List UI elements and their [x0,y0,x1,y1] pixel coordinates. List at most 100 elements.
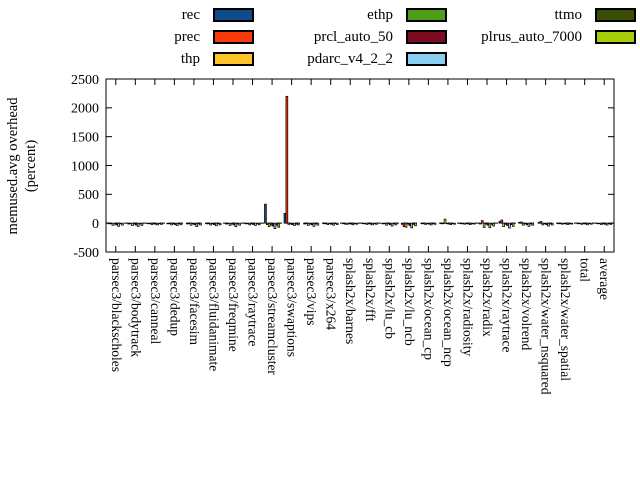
bar [121,222,124,226]
legend-item-ethp: ethp [254,4,447,26]
legend-swatch-prcl_auto_50 [406,30,447,44]
y-tick-label: 2000 [71,102,99,117]
x-category-label: parsec3/facesim [187,258,202,345]
legend-item-plrus_auto_7000: plrus_auto_7000 [447,26,636,48]
bar [488,222,492,229]
x-category-label: parsec3/swaptions [285,258,300,357]
y-tick-label: 0 [92,217,99,232]
bar [479,222,482,225]
legend-swatch-plrus_auto_7000 [595,30,636,44]
bar [273,222,277,229]
bar [332,222,335,226]
bar [264,203,267,224]
bar [539,221,543,224]
x-category-label: parsec3/vips [304,258,319,325]
x-category-label: splash2x/radiosity [460,258,475,356]
x-category-label: average [597,258,612,300]
bar [131,222,134,226]
bar [234,222,238,228]
bar [277,222,281,228]
bar [480,220,484,224]
bar [550,222,554,226]
bar [140,222,144,226]
x-category-label: splash2x/water_spatial [558,258,573,381]
bar [394,222,398,226]
bar [453,222,456,225]
x-category-label: splash2x/water_nsquared [539,258,554,395]
x-category-label: splash2x/ocean_cp [421,258,436,360]
x-category-label: splash2x/lu_cb [382,258,397,339]
bar [527,222,531,227]
bar [410,222,413,229]
x-category-label: parsec3/streamcluster [265,258,280,375]
bar [136,222,140,227]
y-tick-label: 2500 [71,73,99,88]
x-category-label: parsec3/bodytrack [128,258,143,357]
bar [472,222,476,225]
bar [511,222,515,227]
bar [508,222,511,229]
legend-item-rec: rec [0,4,254,26]
bar [375,222,378,225]
chart-legend: rec ethp ttmo prec prcl_auto_50 plrus_auto_70… [0,4,640,70]
x-category-label: splash2x/volrend [519,258,534,350]
bar [502,222,505,227]
bar [238,222,241,226]
plot-area: -500 0 500 1000 1500 2000 2500 parsec3/blacksch… [71,73,615,395]
bar [500,219,504,224]
legend-swatch-thp [213,52,254,66]
bar [443,218,447,224]
x-category-label: splash2x/raytrace [500,258,515,352]
bar [355,222,359,225]
x-category-label: total [578,258,593,282]
legend-item-pdarc_v4_2_2: pdarc_v4_2_2 [254,48,447,70]
bar [336,222,339,225]
bar [285,95,289,224]
bar [590,222,593,225]
legend-label-thp: thp [180,50,200,67]
bar [257,222,261,226]
x-category-label: parsec3/dedup [167,258,182,336]
bar [199,222,202,226]
bar [570,222,574,225]
y-tick-label: 1500 [71,130,99,145]
legend-label-ethp: ethp [367,6,393,23]
legend-swatch-ethp [406,8,447,22]
x-category-label: parsec3/canneal [148,258,163,344]
x-category-label: parsec3/blackscholes [109,258,124,372]
legend-label-prcl_auto_50: prcl_auto_50 [313,28,393,45]
x-category-label: splash2x/barnes [343,258,358,344]
bar [254,222,257,226]
bar [296,222,300,226]
x-category-label: splash2x/radix [480,258,495,337]
bar [482,222,486,228]
bar [117,222,120,227]
y-tick-label: 500 [78,188,99,203]
legend-item-prcl_auto_50: prcl_auto_50 [254,26,447,48]
bar [215,222,218,227]
x-category-label: parsec3/freqmine [226,258,241,352]
bar [195,222,199,227]
legend-label-pdarc_v4_2_2: pdarc_v4_2_2 [307,50,393,67]
legend-label-plrus_auto_7000: plrus_auto_7000 [481,28,582,45]
y-axis-label-line1: memused.avg overhead [5,97,21,235]
x-category-label: parsec3/raytrace [246,258,261,346]
legend-swatch-rec [213,8,254,22]
bar [179,222,183,226]
bar [316,222,320,226]
legend-swatch-pdarc_v4_2_2 [406,52,447,66]
bar [390,222,394,227]
y-tick-label: -500 [73,246,99,261]
bar [520,221,523,224]
legend-item-prec: prec [0,26,254,48]
bar [175,222,179,226]
bar [433,222,437,225]
y-tick-label: 1000 [71,159,99,174]
x-category-label: splash2x/ocean_ncp [441,258,456,367]
bar [531,222,535,226]
legend-label-ttmo: ttmo [554,6,582,23]
x-category-label: parsec3/fluidanimate [206,258,221,371]
bar [218,222,222,226]
